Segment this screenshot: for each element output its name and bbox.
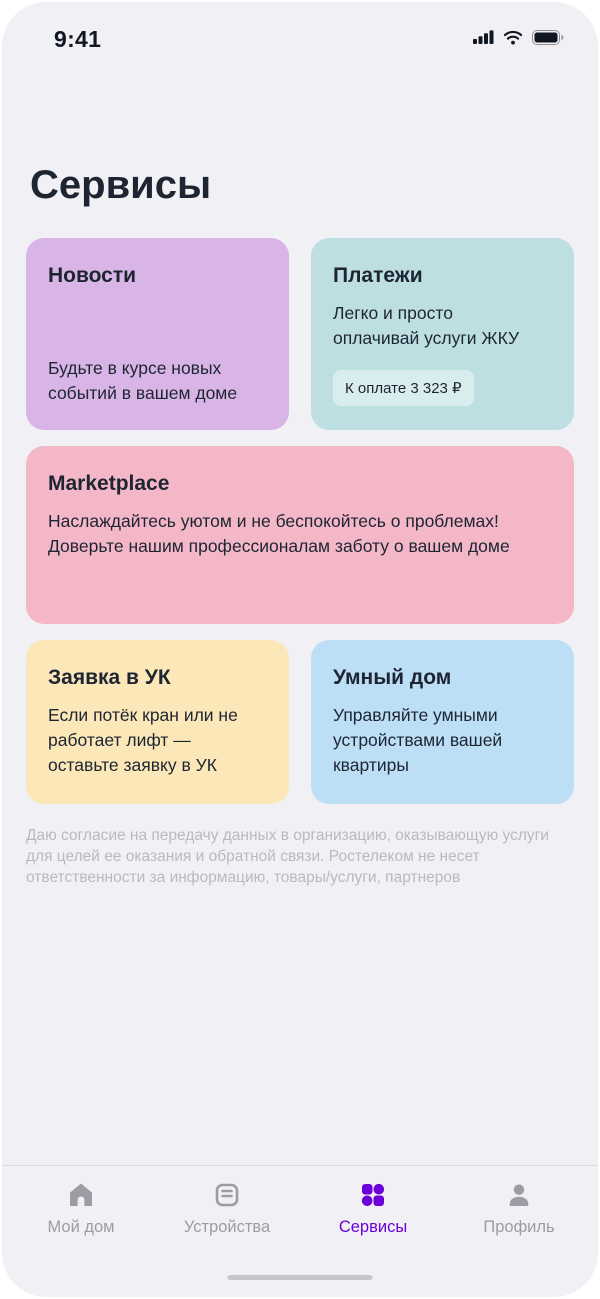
card-marketplace-title: Marketplace — [48, 472, 170, 495]
tab-services[interactable]: Сервисы — [300, 1180, 446, 1297]
card-smart-home-description: Управляйте умными устройствами вашей ква… — [333, 705, 503, 775]
status-bar: 9:41 — [2, 2, 598, 53]
tab-profile-label: Профиль — [483, 1218, 555, 1236]
card-news[interactable]: Новости Будьте в курсе новых событий в в… — [26, 238, 289, 430]
cards-row-3: Заявка в УК Если потёк кран или не работ… — [26, 640, 574, 804]
home-indicator[interactable] — [227, 1275, 373, 1280]
card-news-title: Новости — [48, 264, 137, 287]
devices-icon — [212, 1180, 242, 1210]
wifi-icon — [503, 30, 523, 50]
tab-my-home-label: Мой дом — [47, 1218, 115, 1236]
page-title: Сервисы — [30, 163, 212, 207]
tab-services-label: Сервисы — [338, 1218, 408, 1236]
tab-bar: Мой дом Устройства Сервисы Профиль — [2, 1165, 598, 1297]
cards-row-1: Новости Будьте в курсе новых событий в в… — [26, 238, 574, 430]
tab-profile[interactable]: Профиль — [446, 1180, 592, 1297]
tab-devices-label: Устройства — [183, 1218, 271, 1236]
services-icon — [358, 1180, 388, 1210]
card-smart-home-title: Умный дом — [333, 666, 452, 689]
card-payments-title: Платежи — [333, 264, 423, 287]
card-marketplace-description: Наслаждайтесь уютом и не беспокойтесь о … — [48, 511, 510, 556]
status-icons — [473, 29, 564, 50]
profile-icon — [504, 1180, 534, 1210]
tab-devices[interactable]: Устройства — [154, 1180, 300, 1297]
battery-icon — [532, 29, 564, 50]
card-smart-home[interactable]: Умный дом Управляйте умными устройствами… — [311, 640, 574, 804]
consent-disclaimer: Даю согласие на передачу данных в органи… — [26, 827, 549, 886]
card-uk-request-title: Заявка в УК — [48, 666, 171, 689]
card-payments[interactable]: Платежи Легко и просто оплачивай услуги … — [311, 238, 574, 430]
card-marketplace[interactable]: Marketplace Наслаждайтесь уютом и не бес… — [26, 446, 574, 624]
card-payments-description: Легко и просто оплачивай услуги ЖКУ — [333, 303, 520, 348]
card-news-description: Будьте в курсе новых событий в вашем дом… — [48, 358, 238, 404]
card-uk-request[interactable]: Заявка в УК Если потёк кран или не работ… — [26, 640, 289, 804]
cellular-signal-icon — [473, 30, 494, 49]
home-icon — [66, 1180, 96, 1210]
payments-due-badge: К оплате 3 323 ₽ — [333, 370, 474, 406]
status-time: 9:41 — [54, 26, 102, 52]
card-uk-request-description: Если потёк кран или не работает лифт — о… — [48, 705, 238, 775]
tab-my-home[interactable]: Мой дом — [8, 1180, 154, 1297]
services-grid: Новости Будьте в курсе новых событий в в… — [26, 238, 574, 804]
